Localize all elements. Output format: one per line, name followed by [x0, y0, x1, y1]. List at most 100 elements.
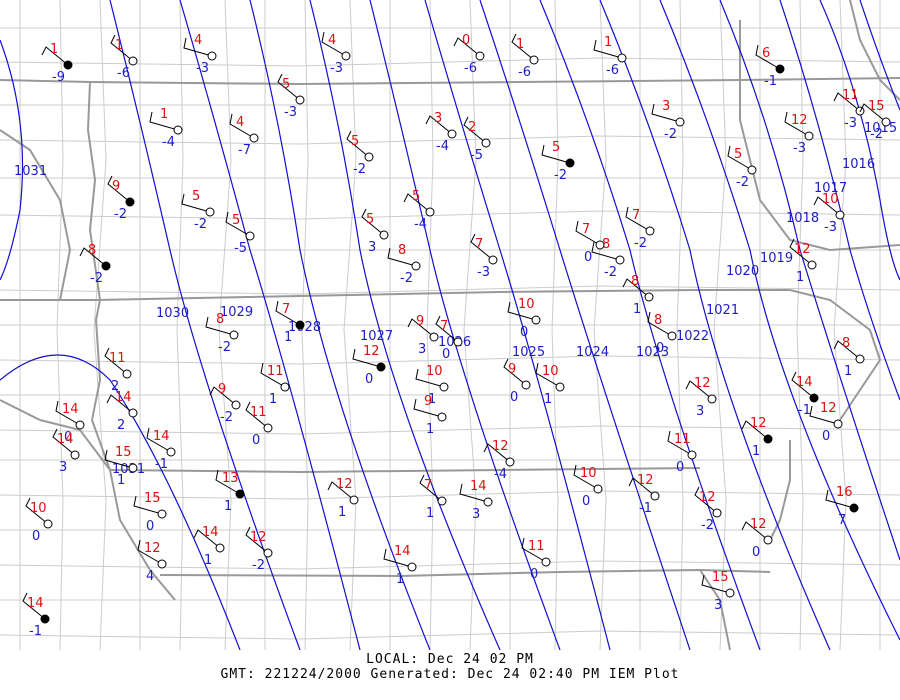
station-plot: 111: [260, 362, 290, 407]
wind-barb: [573, 464, 599, 490]
temperature-value: 5: [351, 134, 359, 149]
sky-cover-circle: [173, 125, 183, 135]
temperature-value: 15: [868, 99, 885, 114]
dewpoint-value: 1: [284, 330, 292, 345]
dewpoint-value: -6: [518, 65, 531, 80]
wind-barb: [809, 405, 839, 425]
dewpoint-value: 0: [442, 347, 450, 362]
temperature-value: 2: [468, 120, 476, 135]
wind-barb: [22, 592, 46, 620]
wind-barb: [453, 37, 481, 57]
sky-cover-circle: [849, 503, 859, 513]
wind-barb: [541, 144, 571, 164]
wind-barb: [205, 316, 235, 336]
sky-cover-circle: [775, 64, 785, 74]
wind-barb: [415, 368, 445, 388]
wind-barb: [52, 428, 76, 456]
station-plot: 15 -2: [859, 99, 891, 142]
sky-cover-circle: [263, 423, 273, 433]
station-plot: 80: [647, 311, 677, 356]
wind-barb: [741, 521, 769, 541]
wind-barb: [833, 340, 861, 360]
sky-cover-circle: [804, 131, 814, 141]
dewpoint-value: -4: [436, 139, 449, 154]
dewpoint-value: 0: [252, 433, 260, 448]
dewpoint-value: 1: [396, 572, 404, 587]
station-plot: 71: [275, 300, 305, 345]
temperature-value: 4: [236, 115, 244, 130]
sky-cover-circle: [128, 408, 138, 418]
temperature-value: 12: [699, 490, 716, 505]
sky-cover-circle: [364, 152, 374, 162]
temperature-value: 10: [580, 466, 597, 481]
dewpoint-value: 0: [530, 567, 538, 582]
station-plot: 5 -3: [277, 73, 305, 120]
temperature-value: 3: [662, 99, 670, 114]
wind-barb: [146, 427, 172, 453]
temperature-value: 12: [637, 473, 654, 488]
temperature-value: 9: [416, 314, 424, 329]
station-plot: 70: [435, 315, 463, 362]
wind-barb: [229, 113, 255, 139]
surface-analysis-map: 1031103010291028102710261025102410231022…: [0, 0, 900, 650]
dewpoint-value: 0: [32, 529, 40, 544]
temperature-value: 14: [115, 390, 132, 405]
temperature-value: 1: [50, 42, 58, 57]
station-plot: 12 -1: [628, 473, 660, 516]
temperature-value: 14: [202, 525, 219, 540]
temperature-value: 15: [144, 491, 161, 506]
wind-barb: [361, 208, 385, 236]
county-border-line: [463, 0, 477, 650]
wind-barb: [591, 241, 621, 261]
station-plot: 14 3: [52, 428, 80, 475]
isobar-line: [819, 0, 900, 281]
isobar-line: [859, 0, 900, 111]
sky-cover-circle: [667, 331, 677, 341]
wind-barb: [346, 130, 370, 158]
county-border-line: [0, 355, 900, 365]
wind-barb: [183, 37, 213, 57]
temperature-value: 10: [518, 297, 535, 312]
dewpoint-value: -4: [162, 135, 175, 150]
county-border-line: [0, 57, 900, 67]
wind-barb: [25, 497, 49, 525]
sky-cover-circle: [505, 457, 515, 467]
station-plot: 7 -2: [625, 206, 655, 251]
dewpoint-value: -6: [606, 63, 619, 78]
sky-cover-circle: [437, 496, 447, 506]
station-plot: 8 -2: [79, 243, 111, 286]
station-plot: 11 2: [104, 347, 132, 394]
station-plot: 10 0: [507, 297, 541, 340]
sky-cover-circle: [40, 614, 50, 624]
sky-cover-circle: [245, 231, 255, 241]
temperature-value: 15: [712, 570, 729, 585]
dewpoint-value: -3: [844, 116, 857, 131]
wind-barb: [511, 33, 535, 61]
station-plot: 12 1: [327, 477, 359, 520]
dewpoint-value: 1: [544, 392, 552, 407]
wind-barb: [79, 247, 107, 267]
station-plot: 14 1: [193, 525, 225, 568]
station-plot: 11 0: [245, 401, 273, 448]
station-plot: 12 -2: [694, 486, 722, 533]
dewpoint-value: 2: [111, 379, 119, 394]
county-border-line: [93, 0, 107, 650]
temperature-value: 4: [194, 33, 202, 48]
dewpoint-value: -2: [353, 162, 366, 177]
temperature-value: 7: [440, 319, 448, 334]
dewpoint-value: 0: [146, 519, 154, 534]
state-border-line: [0, 77, 900, 86]
station-plot: 11 -3: [833, 88, 865, 131]
dewpoint-value: -3: [477, 265, 490, 280]
station-plot: 5 -2: [727, 145, 757, 190]
temperature-value: 14: [796, 375, 813, 390]
wind-barb: [727, 145, 753, 171]
sky-cover-circle: [763, 535, 773, 545]
dewpoint-value: 1: [224, 499, 232, 514]
wind-barb: [133, 495, 163, 515]
wind-barb: [321, 31, 347, 57]
isobar-label: 1028: [288, 320, 321, 335]
wind-barb: [327, 481, 355, 501]
station-plot: 3 -4: [425, 111, 457, 154]
temperature-value: 5: [366, 212, 374, 227]
